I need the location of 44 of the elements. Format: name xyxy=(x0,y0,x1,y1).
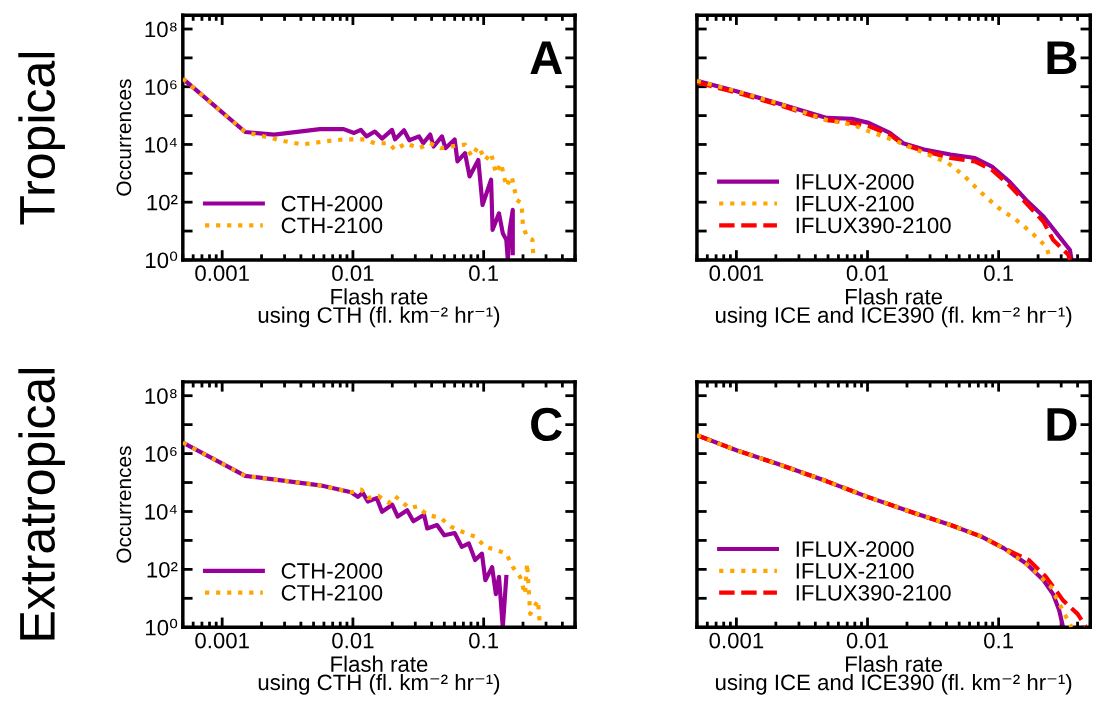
x-tick-label: 0.01 xyxy=(846,265,889,282)
annotation: A xyxy=(530,41,563,74)
y-tick-label: 10⁴ xyxy=(145,504,177,520)
x-axis-title: Flash rate using CTH (fl. km⁻² hr⁻¹) xyxy=(258,288,500,328)
legend-label: IFLUX-2100 xyxy=(796,195,914,212)
y-tick-label: 10⁴ xyxy=(145,137,177,153)
x-tick-label: 0.001 xyxy=(195,632,249,649)
y-axis-title: Occurrences xyxy=(116,79,132,196)
y-tick-label: 10⁰ xyxy=(146,251,178,269)
y-tick-label: 10⁸ xyxy=(145,21,177,38)
legend-label: IFLUX390-2100 xyxy=(796,584,951,601)
y-tick-label: 10² xyxy=(147,561,178,578)
y-tick-label: 10⁶ xyxy=(145,446,177,462)
x-tick-label: 0.01 xyxy=(332,632,374,649)
x-tick-label: 0.1 xyxy=(469,265,499,282)
x-tick-label: 0.1 xyxy=(984,632,1013,649)
legend-label: CTH-2000 xyxy=(281,195,383,212)
legend-label: IFLUX-2100 xyxy=(796,563,914,579)
legend-label: IFLUX-2000 xyxy=(796,173,914,190)
legend-label: CTH-2000 xyxy=(281,563,383,579)
x-tick-label: 0.1 xyxy=(984,265,1013,282)
y-tick-label: 10⁰ xyxy=(146,618,178,636)
annotation: C xyxy=(531,407,562,442)
text: Tropical xyxy=(18,52,65,225)
y-axis-title: Occurrences xyxy=(116,446,132,563)
x-axis-title: Flash rate using ICE and ICE390 (fl. km⁻² hr⁻¹) xyxy=(715,655,1072,695)
y-tick-label: 10² xyxy=(147,194,178,211)
x-tick-label: 0.01 xyxy=(846,632,889,649)
legend-label: IFLUX390-2100 xyxy=(796,217,951,234)
x-tick-label: 0.001 xyxy=(709,265,764,282)
y-tick-label: 10⁸ xyxy=(145,388,177,404)
x-tick-label: 0.1 xyxy=(469,632,499,649)
text: Extratropical xyxy=(18,368,65,640)
legend-label: IFLUX-2000 xyxy=(796,541,914,557)
x-tick-label: 0.001 xyxy=(195,265,249,282)
x-tick-label: 0.01 xyxy=(332,265,374,282)
legend-label: CTH-2100 xyxy=(281,584,383,601)
x-tick-label: 0.001 xyxy=(709,632,764,649)
annotation: D xyxy=(1047,408,1077,441)
annotation: B xyxy=(1047,41,1077,74)
legend-label: CTH-2100 xyxy=(281,217,383,234)
x-axis-title: Flash rate using CTH (fl. km⁻² hr⁻¹) xyxy=(258,655,500,695)
y-tick-label: 10⁶ xyxy=(145,79,177,96)
x-axis-title: Flash rate using ICE and ICE390 (fl. km⁻² hr⁻¹) xyxy=(715,288,1072,328)
